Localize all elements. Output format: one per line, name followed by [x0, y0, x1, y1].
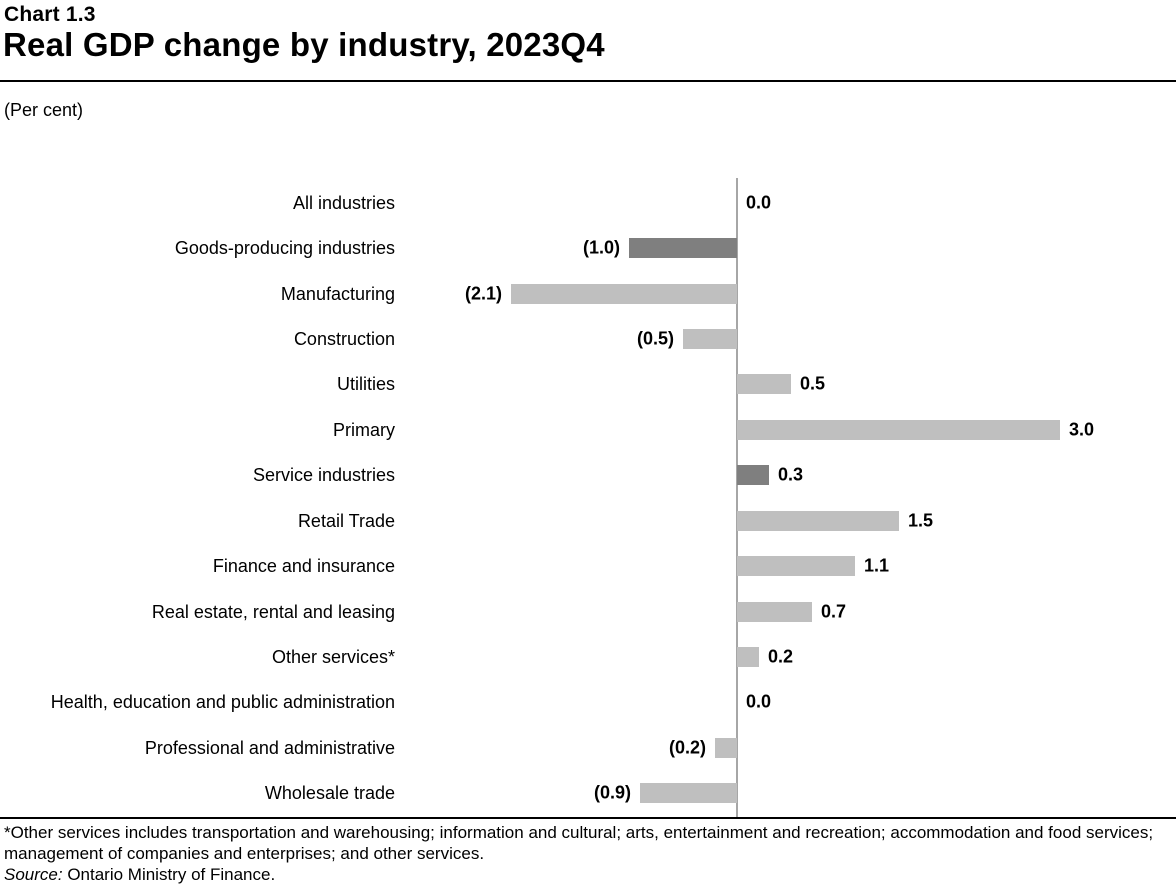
category-label: Finance and insurance: [212, 556, 395, 577]
value-label: (0.2): [668, 737, 706, 758]
category-label: Service industries: [252, 465, 395, 486]
value-bar: [737, 556, 855, 577]
value-bar: [737, 374, 791, 395]
category-label: Utilities: [336, 374, 395, 395]
value-label: 0.7: [821, 601, 847, 622]
chart-row: Real estate, rental and leasing 0.7: [0, 589, 1176, 634]
source-label: Source:: [4, 865, 63, 884]
chart-row: Manufacturing (2.1): [0, 271, 1176, 316]
category-label: Professional and administrative: [144, 737, 395, 758]
value-bar: [683, 328, 737, 349]
value-label: (1.0): [582, 237, 620, 258]
value-label: (2.1): [464, 283, 502, 304]
bar-chart: All industries 0.0 Goods-producing industr…: [0, 180, 1176, 816]
chart-row: Service industries 0.3: [0, 453, 1176, 498]
category-label: Wholesale trade: [264, 783, 395, 804]
value-label: 1.5: [908, 510, 934, 531]
value-bar: [737, 465, 769, 486]
value-bar: [737, 646, 759, 667]
value-label: 3.0: [1069, 419, 1095, 440]
chart-number: Chart 1.3: [4, 3, 96, 26]
category-label: Goods-producing industries: [174, 238, 395, 259]
value-bar: [511, 283, 737, 304]
value-bar: [737, 601, 812, 622]
category-label: Retail Trade: [297, 510, 395, 531]
page-title: Real GDP change by industry, 2023Q4: [3, 26, 605, 63]
value-label: 0.3: [778, 464, 804, 485]
value-bar: [715, 737, 737, 758]
value-label: 0.0: [746, 691, 772, 712]
category-label: Construction: [293, 328, 395, 349]
value-bar: [640, 783, 737, 804]
source-text: Ontario Ministry of Finance.: [62, 865, 276, 884]
footnote-block: *Other services includes transportation …: [0, 817, 1176, 885]
value-bar: [629, 238, 737, 259]
category-label: Primary: [333, 419, 395, 440]
value-label: 0.2: [768, 646, 794, 667]
category-label: All industries: [292, 192, 395, 213]
value-bar: [737, 510, 899, 531]
chart-row: Utilities 0.5: [0, 362, 1176, 407]
value-label: 0.5: [800, 373, 826, 394]
value-label: (0.5): [636, 328, 674, 349]
value-label: 0.0: [746, 192, 772, 213]
unit-label: (Per cent): [4, 100, 84, 120]
source-line: Source: Ontario Ministry of Finance.: [4, 864, 1172, 885]
chart-row: Wholesale trade (0.9): [0, 771, 1176, 816]
title-rule: [0, 80, 1176, 82]
value-label: (0.9): [593, 782, 631, 803]
category-label: Manufacturing: [280, 283, 395, 304]
chart-row: Construction (0.5): [0, 316, 1176, 361]
category-axis-line: [736, 178, 738, 817]
chart-row: All industries 0.0: [0, 180, 1176, 225]
category-label: Health, education and public administrat…: [50, 692, 395, 713]
category-label: Other services*: [271, 646, 395, 667]
value-bar: [737, 419, 1060, 440]
chart-row: Health, education and public administrat…: [0, 680, 1176, 725]
chart-row: Professional and administrative (0.2): [0, 725, 1176, 770]
chart-row: Goods-producing industries (1.0): [0, 225, 1176, 270]
chart-row: Retail Trade 1.5: [0, 498, 1176, 543]
category-label: Real estate, rental and leasing: [151, 601, 395, 622]
chart-row: Primary 3.0: [0, 407, 1176, 452]
footnote-note: *Other services includes transportation …: [4, 823, 1154, 863]
value-label: 1.1: [864, 555, 890, 576]
chart-row: Other services* 0.2: [0, 634, 1176, 679]
chart-row: Finance and insurance 1.1: [0, 543, 1176, 588]
